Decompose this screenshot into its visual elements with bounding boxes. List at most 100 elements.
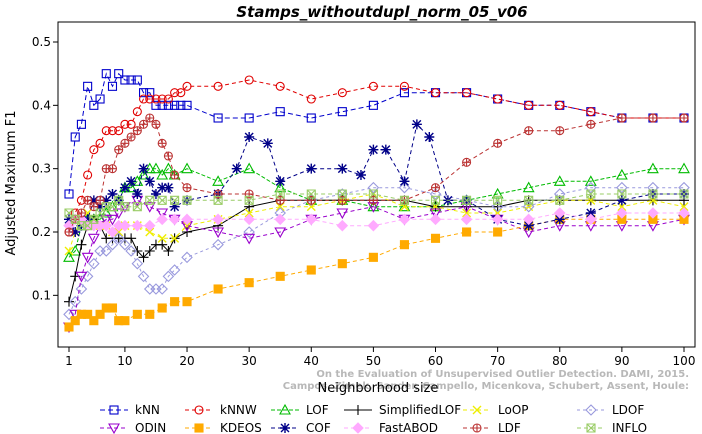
y-tick-label: 0.2	[32, 225, 51, 239]
legend-marker	[279, 403, 291, 415]
data-point	[585, 181, 597, 194]
data-point	[132, 202, 142, 212]
data-point	[429, 213, 442, 226]
data-point	[120, 316, 130, 326]
data-point	[493, 94, 503, 104]
x-tick-label: 20	[179, 354, 194, 368]
data-point	[244, 132, 255, 142]
data-point	[112, 232, 125, 245]
data-point	[616, 181, 628, 194]
data-point	[522, 213, 535, 226]
data-point	[212, 213, 224, 226]
series-ldof	[63, 181, 690, 321]
legend-item-knnw: kNNW	[185, 403, 257, 417]
data-point	[95, 309, 105, 319]
data-point	[182, 81, 192, 91]
data-point	[243, 162, 256, 174]
data-point	[157, 233, 167, 243]
data-point	[64, 214, 74, 225]
data-point	[337, 163, 348, 174]
data-point	[151, 100, 161, 110]
watermark-line-2: Campos, Zimek, Sander, Campello, Micenko…	[283, 381, 689, 392]
data-point	[89, 100, 99, 110]
data-point	[157, 100, 167, 110]
data-point	[112, 208, 125, 220]
legend-item-simplifiedlof: SimplifiedLOF	[344, 403, 461, 417]
data-point	[553, 188, 566, 200]
data-point	[337, 88, 347, 98]
x-tick-label: 50	[366, 354, 381, 368]
data-point	[101, 195, 112, 206]
legend-item-cof: COF	[271, 421, 331, 434]
data-point	[493, 195, 503, 205]
data-point	[70, 316, 80, 326]
legend-marker	[194, 423, 204, 433]
x-tick-label: 40	[304, 354, 319, 368]
data-point	[150, 162, 162, 174]
x-tick-label: 10	[117, 354, 132, 368]
legend-item-loop: LoOP	[463, 403, 529, 417]
data-point	[70, 227, 81, 237]
x-tick-label: 30	[242, 354, 257, 368]
data-point	[554, 214, 565, 225]
data-point	[170, 195, 180, 205]
data-point	[132, 309, 142, 319]
data-point	[679, 189, 689, 199]
data-point	[126, 132, 136, 142]
data-point	[182, 183, 192, 193]
data-point	[213, 284, 223, 294]
data-point	[181, 162, 193, 174]
data-point	[523, 220, 534, 231]
data-point	[213, 113, 223, 123]
legend-marker	[353, 405, 363, 415]
series-inflo	[64, 189, 689, 231]
data-point	[262, 138, 273, 149]
series-line	[68, 79, 684, 233]
data-point	[491, 187, 504, 199]
data-point	[151, 119, 161, 129]
data-point	[617, 113, 627, 123]
data-point	[114, 69, 124, 79]
data-point	[491, 213, 504, 226]
data-point	[586, 119, 596, 129]
legend-label: ODIN	[135, 421, 166, 434]
data-point	[89, 202, 99, 212]
data-point	[275, 189, 285, 199]
data-point	[462, 208, 472, 218]
data-point	[138, 163, 149, 174]
data-point	[89, 316, 99, 326]
data-point	[244, 208, 254, 218]
data-point	[430, 88, 441, 98]
data-point	[522, 200, 535, 213]
data-point	[156, 208, 169, 220]
data-point	[275, 81, 285, 91]
legend-marker	[280, 423, 290, 433]
data-point	[491, 200, 504, 213]
data-point	[101, 126, 111, 136]
data-point	[100, 214, 113, 226]
legend-marker	[352, 422, 364, 434]
data-point	[120, 138, 130, 148]
data-point	[679, 113, 689, 123]
data-point	[429, 208, 442, 220]
data-point	[138, 94, 149, 104]
data-point	[275, 271, 285, 281]
data-point	[243, 213, 255, 226]
data-point	[64, 322, 74, 332]
data-point	[555, 100, 565, 110]
data-point	[64, 189, 74, 199]
data-point	[63, 251, 75, 262]
watermark-line-1: On the Evaluation of Unsupervised Outlie…	[316, 369, 689, 380]
data-point	[524, 195, 534, 205]
data-point	[243, 233, 256, 245]
data-point	[107, 303, 118, 313]
data-point	[586, 107, 596, 117]
data-point	[181, 251, 193, 264]
data-point	[182, 221, 192, 231]
legend-marker	[109, 405, 119, 415]
legend-label: kNNW	[220, 403, 257, 417]
data-point	[132, 246, 143, 256]
data-point	[83, 170, 93, 180]
data-point	[368, 144, 379, 155]
